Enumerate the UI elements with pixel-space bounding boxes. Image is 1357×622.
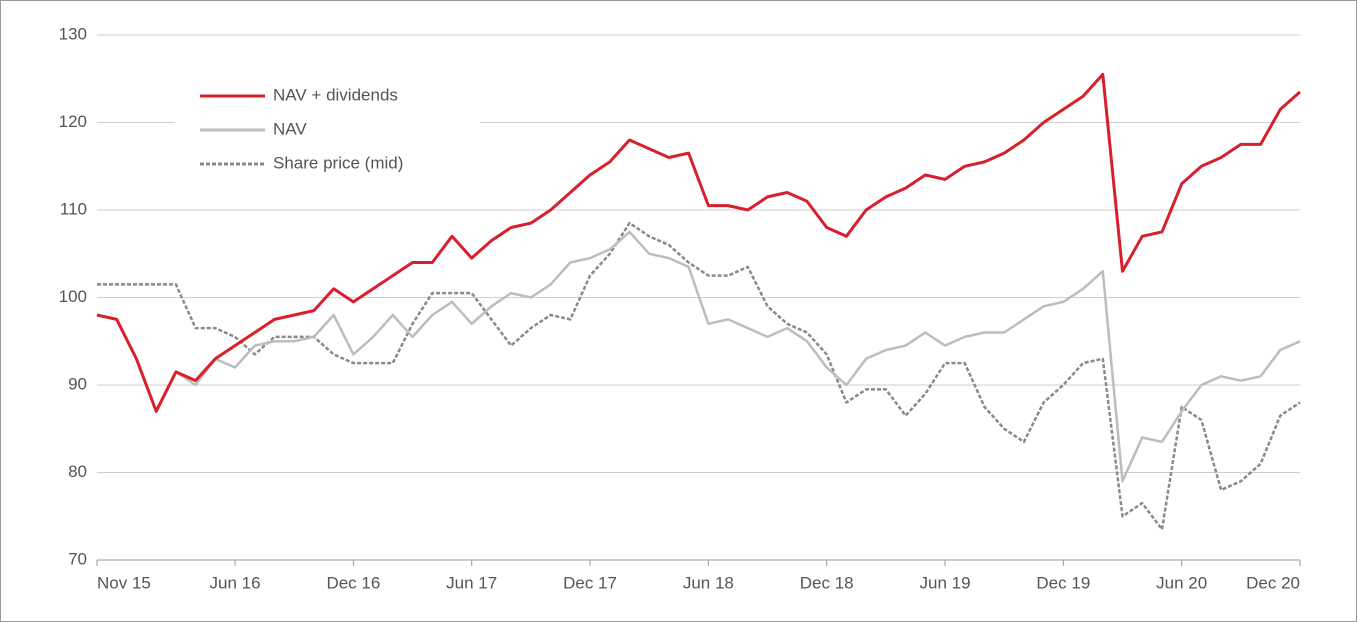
x-tick-label: Jun 20 bbox=[1156, 573, 1207, 592]
series-line bbox=[97, 221, 1301, 531]
series-line bbox=[96, 72, 1301, 413]
x-tick-label: Nov 15 bbox=[97, 573, 151, 592]
y-tick-label: 90 bbox=[68, 374, 87, 393]
x-tick-label: Dec 20 bbox=[1246, 573, 1300, 592]
x-tick-label: Jun 18 bbox=[683, 573, 734, 592]
x-tick-label: Jun 17 bbox=[446, 573, 497, 592]
x-tick-label: Dec 19 bbox=[1036, 573, 1090, 592]
y-tick-label: 110 bbox=[60, 199, 87, 218]
x-tick-label: Dec 16 bbox=[326, 573, 380, 592]
y-tick-label: 130 bbox=[59, 24, 87, 43]
x-tick-label: Dec 17 bbox=[563, 573, 617, 592]
x-tick-label: Dec 18 bbox=[800, 573, 854, 592]
y-tick-label: 120 bbox=[59, 112, 87, 131]
series-line bbox=[96, 230, 1301, 483]
legend-label: NAV bbox=[273, 119, 307, 138]
y-tick-label: 80 bbox=[68, 462, 87, 481]
x-tick-label: Jun 16 bbox=[210, 573, 261, 592]
legend-label: NAV + dividends bbox=[273, 85, 398, 104]
legend-label: Share price (mid) bbox=[273, 153, 403, 172]
x-tick-label: Jun 19 bbox=[919, 573, 970, 592]
y-tick-label: 70 bbox=[68, 549, 87, 568]
legend-box bbox=[175, 80, 480, 190]
y-tick-label: 100 bbox=[59, 287, 87, 306]
